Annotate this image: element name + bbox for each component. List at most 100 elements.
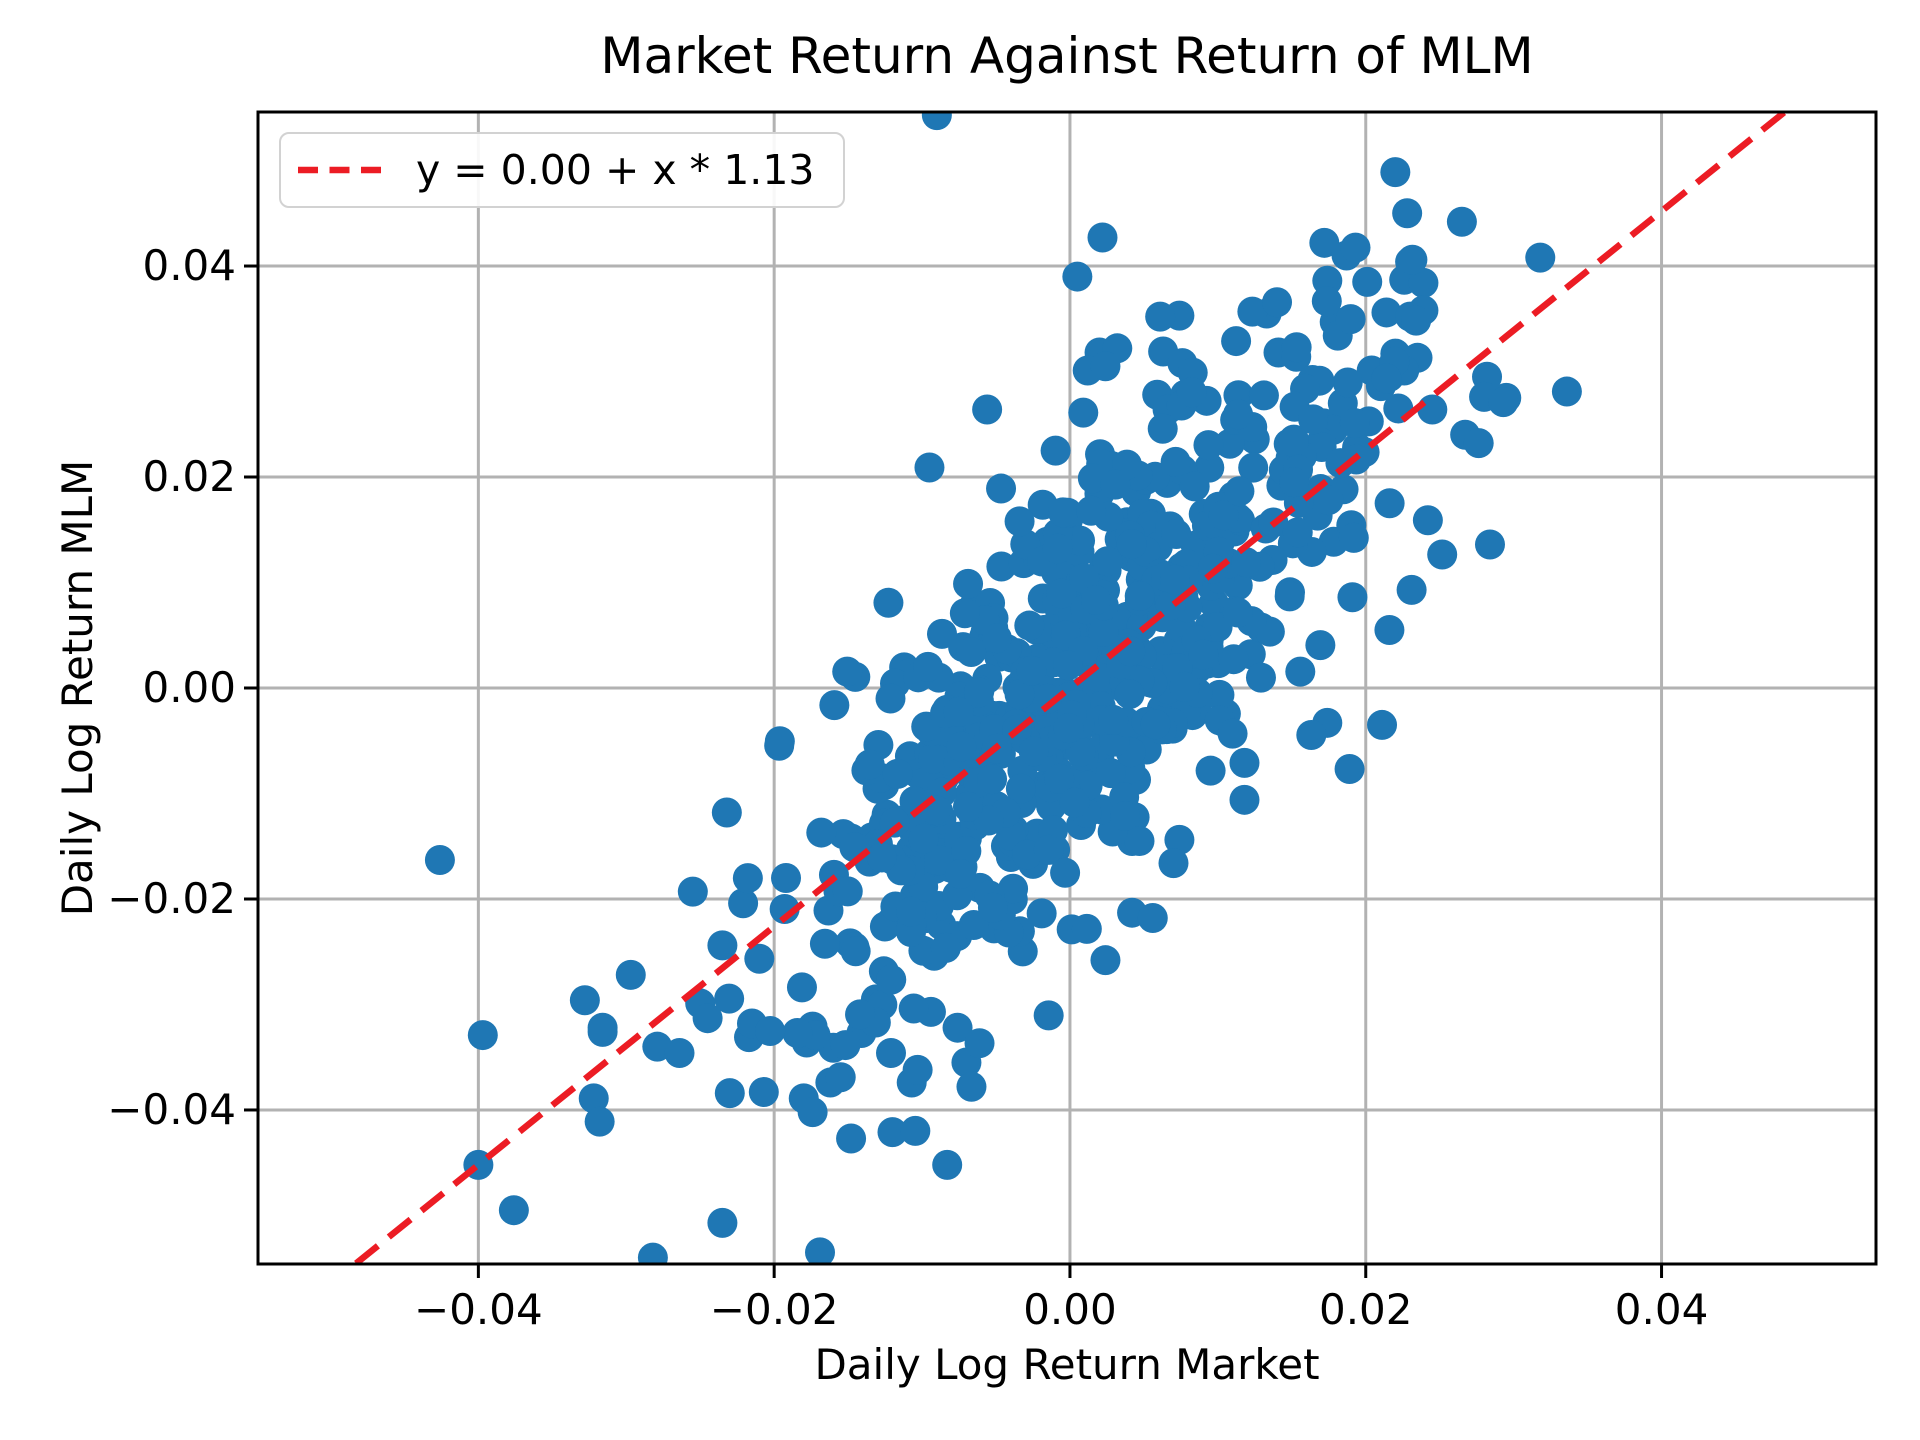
scatter-point	[714, 1078, 745, 1109]
scatter-point	[977, 764, 1008, 795]
scatter-point	[1026, 898, 1057, 929]
scatter-point	[927, 618, 958, 649]
scatter-point	[1367, 709, 1398, 740]
scatter-point	[923, 845, 954, 876]
scatter-point	[1161, 518, 1192, 549]
scatter-point	[1214, 428, 1245, 459]
scatter-point	[876, 1038, 907, 1069]
scatter-point	[748, 1077, 779, 1108]
scatter-point	[1087, 222, 1118, 253]
scatter-point	[1278, 426, 1309, 457]
scatter-point	[1380, 157, 1411, 188]
scatter-point	[771, 862, 802, 893]
scatter-point	[845, 999, 876, 1030]
scatter-point	[1095, 758, 1126, 789]
scatter-point	[952, 791, 983, 822]
scatter-point	[467, 1020, 498, 1051]
scatter-point	[972, 394, 1003, 425]
scatter-point	[1218, 644, 1249, 675]
scatter-point	[1145, 301, 1176, 332]
scatter-point	[882, 758, 913, 789]
scatter-point	[876, 964, 907, 995]
scatter-point	[1116, 529, 1147, 560]
scatter-point	[1223, 399, 1254, 430]
scatter-point	[805, 1237, 836, 1264]
scatter-point	[1374, 488, 1405, 519]
scatter-point	[1169, 671, 1200, 702]
scatter-point	[769, 893, 800, 924]
scatter-series	[350, 112, 1790, 1264]
scatter-point	[932, 1149, 963, 1180]
scatter-point	[1164, 824, 1195, 855]
scatter-point	[1071, 913, 1102, 944]
scatter-point	[1204, 679, 1235, 710]
scatter-point	[1229, 747, 1260, 778]
scatter-point	[1274, 581, 1305, 612]
scatter-point	[832, 656, 863, 687]
scatter-point	[900, 1115, 931, 1146]
scatter-point	[1159, 564, 1190, 595]
scatter-point	[875, 683, 906, 714]
scatter-point	[877, 1117, 908, 1148]
scatter-point	[1412, 505, 1443, 536]
scatter-point	[1446, 206, 1477, 237]
scatter-point	[755, 1016, 786, 1047]
scatter-point	[1237, 296, 1268, 327]
scatter-point	[1397, 244, 1428, 275]
scatter-point	[1208, 500, 1239, 531]
scatter-point	[711, 797, 742, 828]
scatter-point	[920, 795, 951, 826]
scatter-point	[1488, 387, 1519, 418]
scatter-point	[942, 1012, 973, 1043]
scatter-point	[921, 112, 952, 131]
scatter-point	[1179, 471, 1210, 502]
scatter-point	[1080, 584, 1111, 615]
scatter-point	[1285, 656, 1316, 687]
scatter-point	[1033, 1000, 1064, 1031]
scatter-point	[914, 452, 945, 483]
scatter-point	[806, 817, 837, 848]
scatter-point	[1309, 227, 1340, 258]
scatter-point	[930, 932, 961, 963]
scatter-point	[908, 823, 939, 854]
scatter-point	[1110, 800, 1141, 831]
scatter-point	[873, 587, 904, 618]
scatter-point	[707, 930, 738, 961]
scatter-point	[809, 928, 840, 959]
scatter-point	[956, 1071, 987, 1102]
scatter-point	[1147, 413, 1178, 444]
scatter-point	[956, 637, 987, 668]
scatter-point	[587, 1016, 618, 1047]
scatter-point	[498, 1195, 529, 1226]
scatter-point	[1338, 522, 1369, 553]
legend-label: y = 0.00 + x * 1.13	[416, 146, 815, 194]
scatter-point	[1193, 430, 1224, 461]
scatter-point	[1195, 755, 1226, 786]
scatter-point	[918, 743, 949, 774]
scatter-point	[1044, 763, 1075, 794]
scatter-point	[1262, 287, 1293, 318]
scatter-point	[1062, 261, 1093, 292]
scatter-point	[1217, 718, 1248, 749]
scatter-point	[953, 568, 984, 599]
fit-line	[350, 112, 1790, 1264]
scatter-point	[1124, 825, 1155, 856]
scatter-point	[854, 749, 885, 780]
scatter-point	[1463, 428, 1494, 459]
scatter-point	[830, 1030, 861, 1061]
scatter-point	[1231, 547, 1262, 578]
scatter-point	[764, 726, 795, 757]
scatter-point	[879, 807, 910, 838]
scatter-point	[1040, 435, 1071, 466]
scatter-point	[664, 1038, 695, 1069]
scatter-point	[946, 731, 977, 762]
scatter-point	[1059, 787, 1090, 818]
scatter-point	[637, 1242, 668, 1264]
scatter-point	[964, 1028, 995, 1059]
scatter-point	[1077, 463, 1108, 494]
scatter-point	[1188, 639, 1219, 670]
scatter-point	[732, 863, 763, 894]
scatter-point	[1158, 848, 1189, 879]
scatter-point	[1114, 679, 1145, 710]
